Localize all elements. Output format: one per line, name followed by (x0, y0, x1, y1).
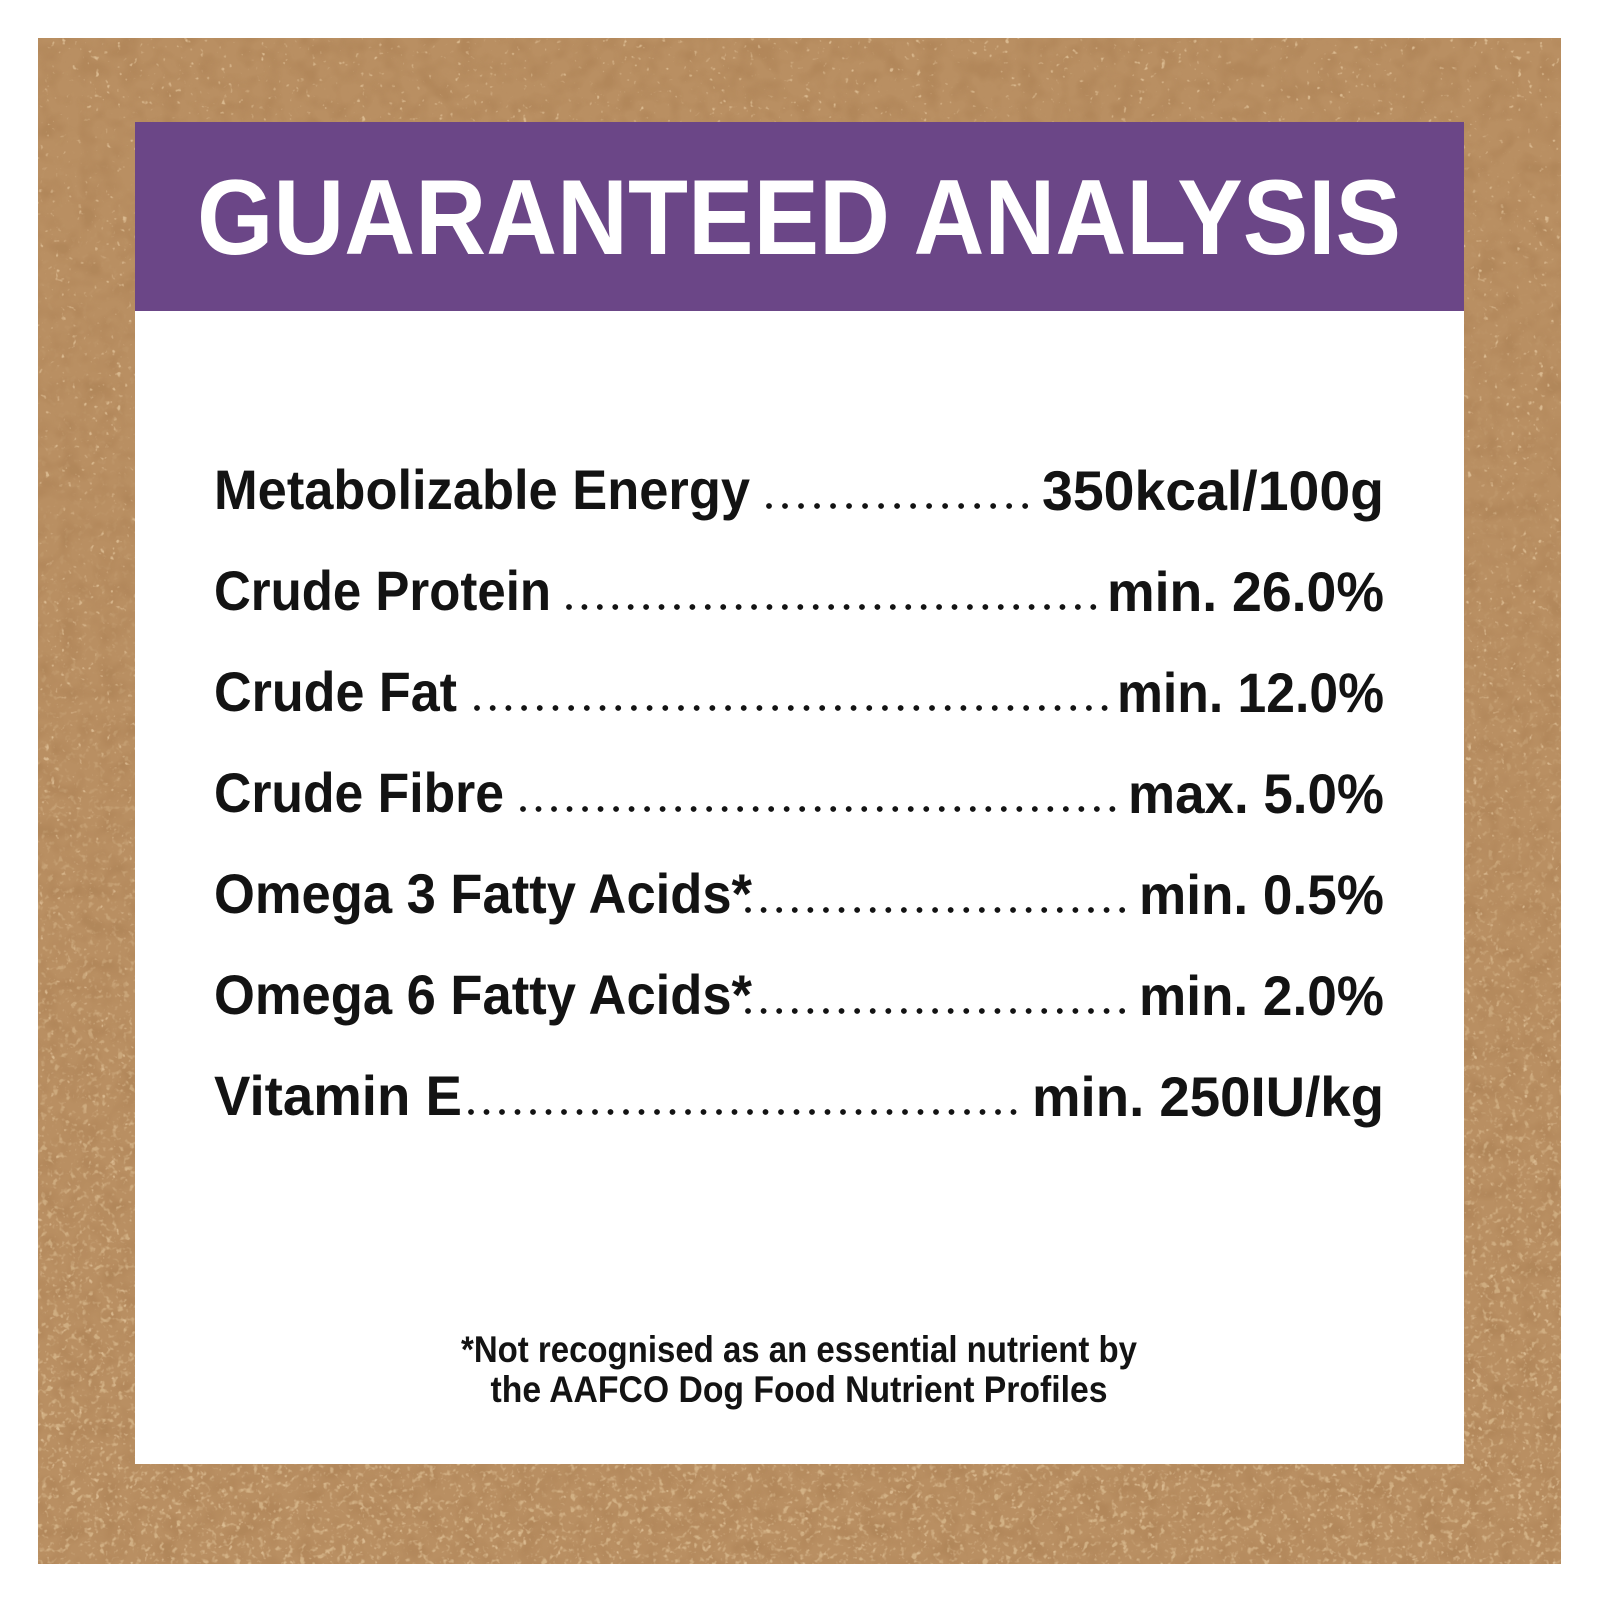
svg-text:min. 2.0%: min. 2.0% (1139, 964, 1384, 1027)
svg-text:350kcal/100g: 350kcal/100g (1042, 459, 1384, 522)
svg-text:Omega 3 Fatty Acids*: Omega 3 Fatty Acids* (214, 862, 752, 925)
svg-text:min. 0.5%: min. 0.5% (1139, 863, 1384, 926)
svg-text:Crude Fibre: Crude Fibre (214, 761, 504, 824)
svg-text:*Not recognised as an essentia: *Not recognised as an essential nutrient… (461, 1329, 1137, 1370)
svg-text:Crude Protein: Crude Protein (214, 559, 551, 622)
svg-text:min. 26.0%: min. 26.0% (1107, 560, 1384, 623)
svg-text:max. 5.0%: max. 5.0% (1128, 762, 1384, 825)
svg-text:min. 250IU/kg: min. 250IU/kg (1032, 1065, 1384, 1128)
svg-text:GUARANTEED ANALYSIS: GUARANTEED ANALYSIS (197, 157, 1401, 277)
svg-text:the AAFCO Dog Food Nutrient Pr: the AAFCO Dog Food Nutrient Profiles (491, 1369, 1108, 1410)
svg-text:Omega 6 Fatty Acids*: Omega 6 Fatty Acids* (214, 963, 752, 1026)
svg-text:Crude Fat: Crude Fat (214, 660, 457, 723)
svg-text:Vitamin E: Vitamin E (214, 1064, 462, 1127)
svg-text:Metabolizable Energy: Metabolizable Energy (214, 458, 750, 521)
svg-text:min. 12.0%: min. 12.0% (1117, 661, 1384, 724)
